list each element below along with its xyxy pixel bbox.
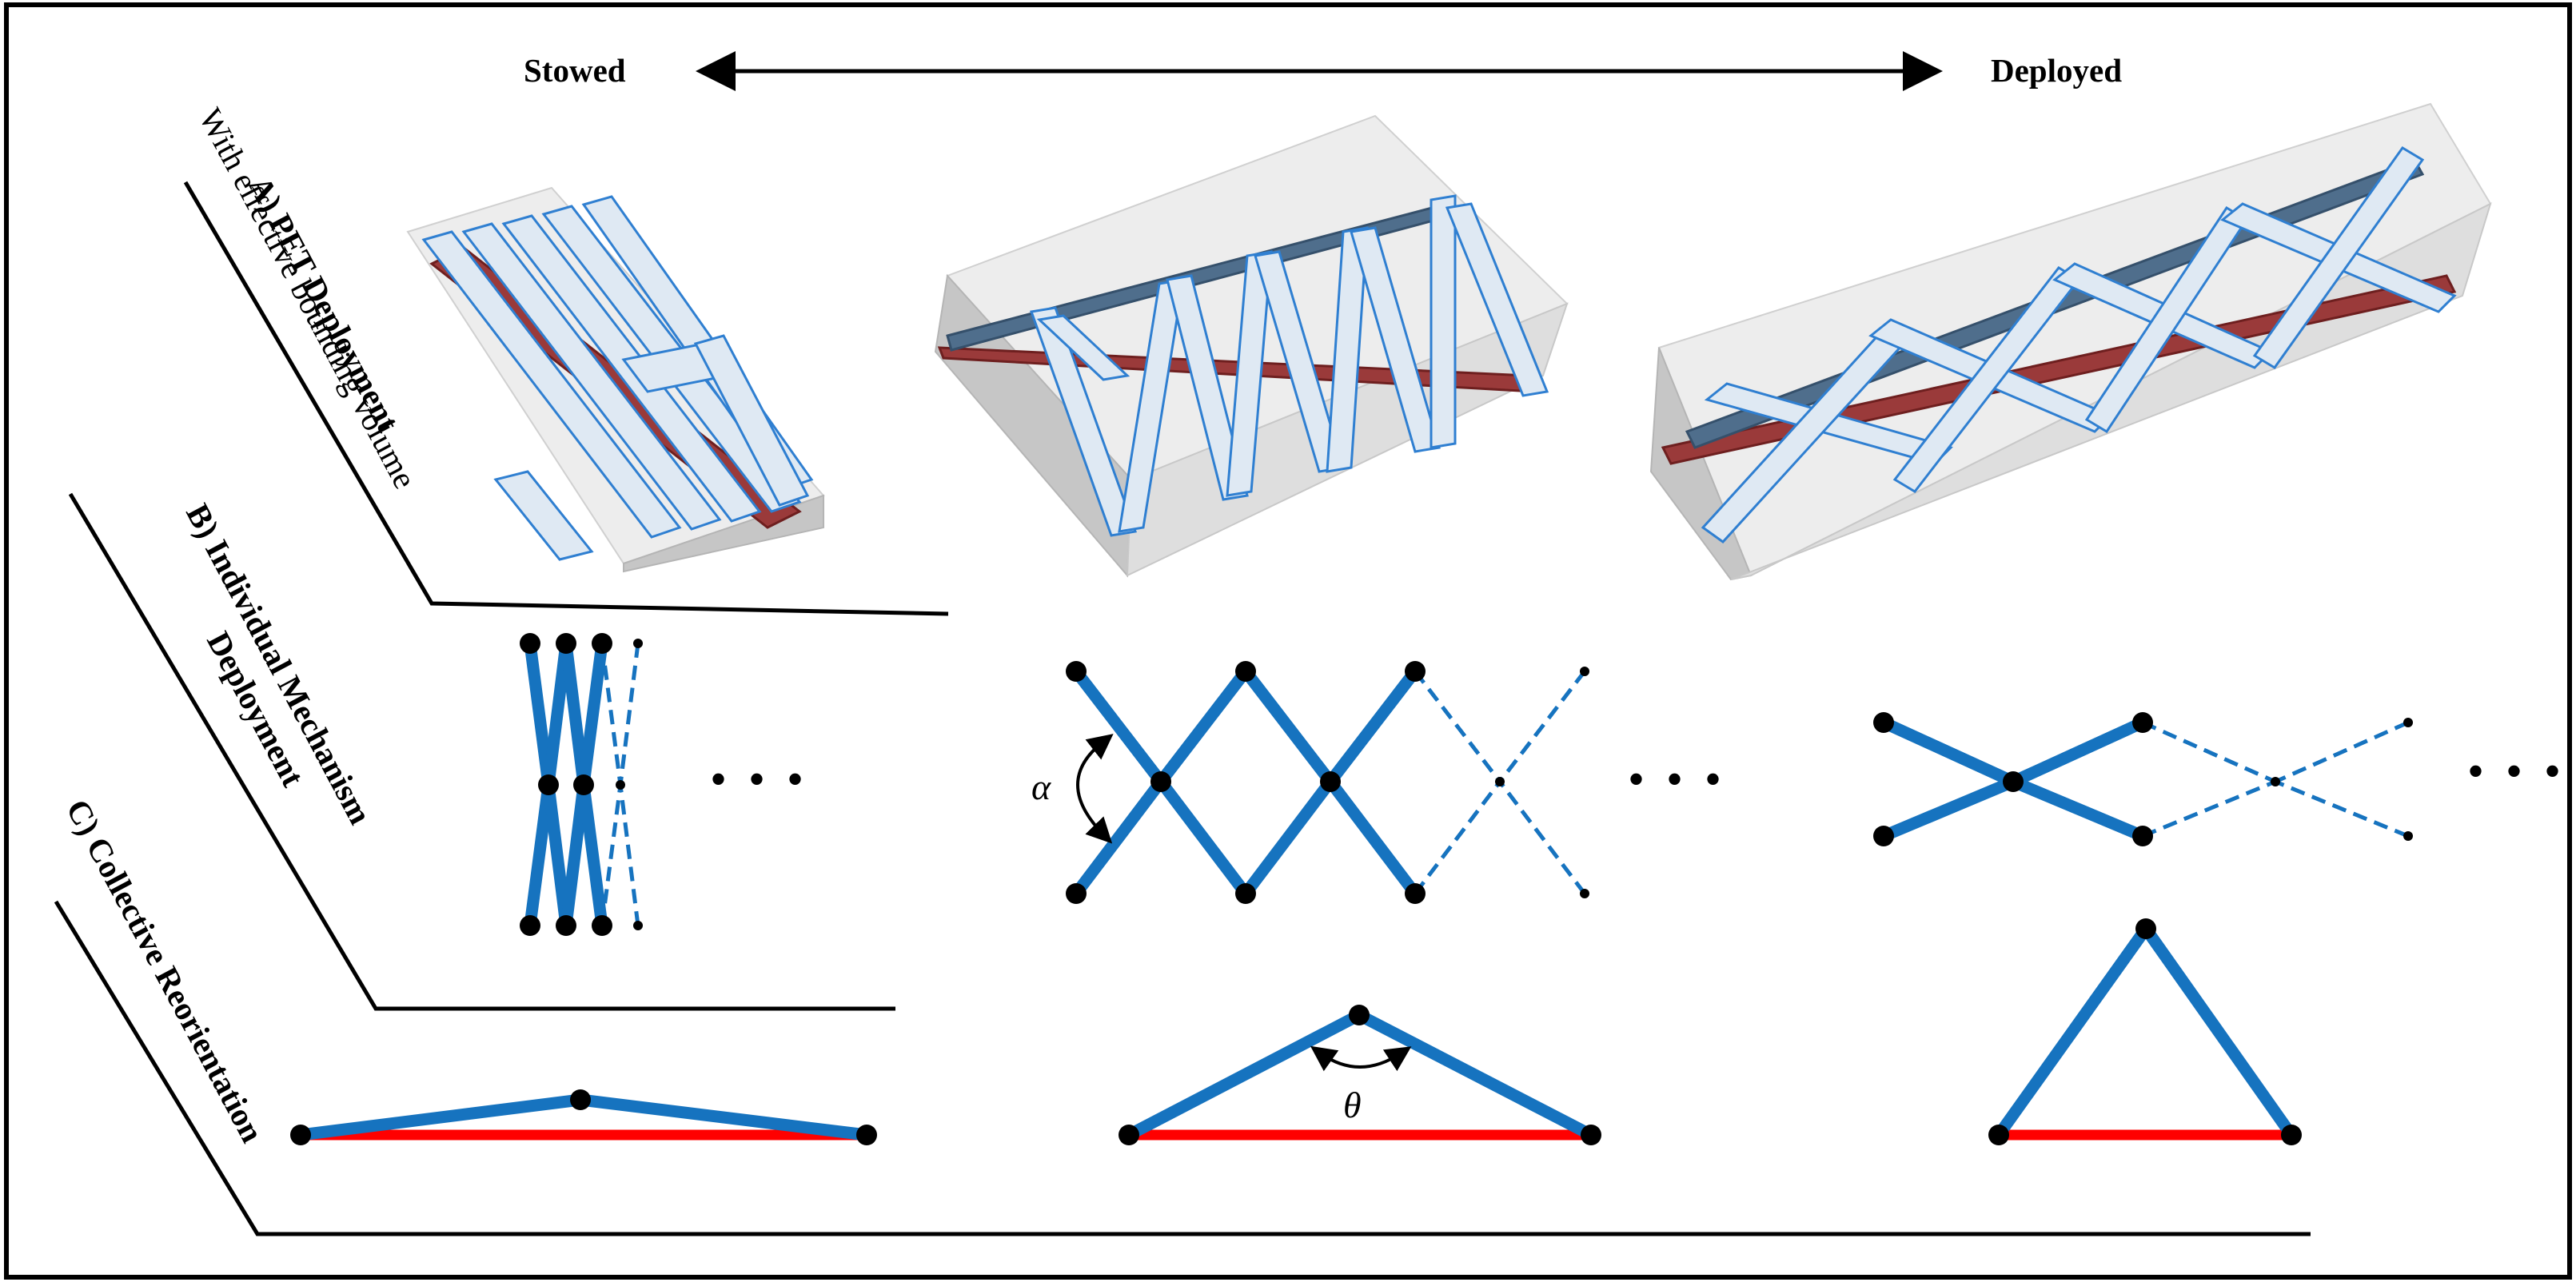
figure-frame bbox=[4, 2, 2572, 1280]
theta-symbol: θ bbox=[1343, 1085, 1362, 1125]
alpha-arc bbox=[1076, 734, 1114, 844]
section-a-rule bbox=[183, 181, 949, 616]
pet-stowed-render bbox=[406, 186, 825, 573]
section-b-rule bbox=[68, 492, 895, 1011]
mechanism-deployed bbox=[1873, 712, 2413, 846]
alpha-symbol: α bbox=[1031, 766, 1051, 807]
triangle-mid bbox=[1119, 1005, 1601, 1145]
pet-deployed-render bbox=[1649, 102, 2492, 581]
section-c-title: C) Collective Reorientation bbox=[59, 794, 271, 1149]
ellipsis-deployed: • • • bbox=[2467, 745, 2566, 798]
pet-mid-render bbox=[934, 114, 1569, 578]
ellipsis-mid: • • • bbox=[1628, 753, 1726, 806]
section-c-rule bbox=[54, 900, 2311, 1236]
deployed-label: Deployed bbox=[1991, 52, 2122, 89]
mechanism-mid bbox=[1066, 661, 1589, 904]
triangle-stowed bbox=[290, 1089, 877, 1145]
triangle-deployed bbox=[1988, 918, 2302, 1145]
section-a-subtitle: With effective bounding volume bbox=[192, 102, 424, 495]
stowed-label: Stowed bbox=[524, 52, 626, 89]
ellipsis-stowed: • • • bbox=[710, 753, 808, 806]
theta-arc bbox=[1310, 1045, 1412, 1072]
mechanism-stowed bbox=[520, 633, 643, 936]
